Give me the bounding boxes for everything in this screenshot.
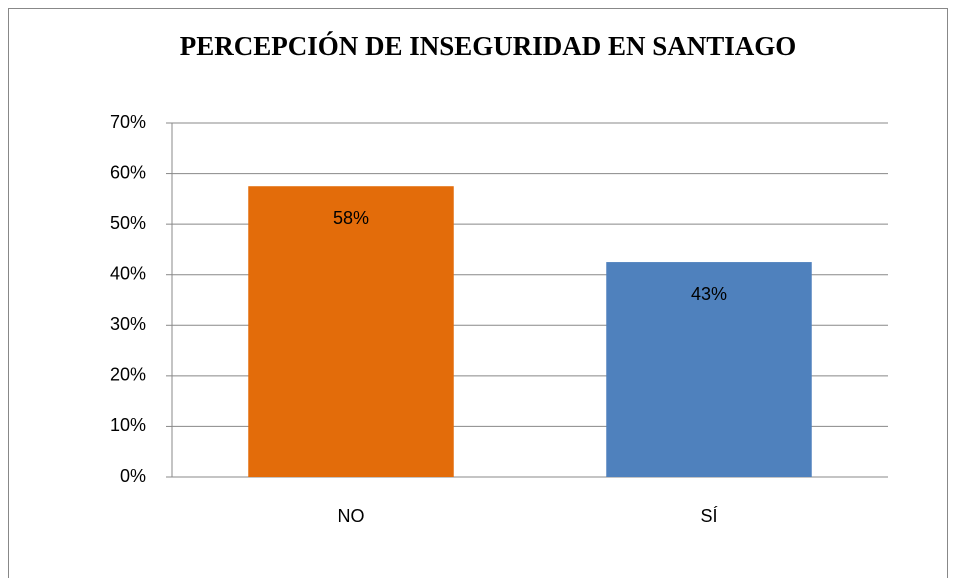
y-tick-label: 40% [110,263,146,283]
x-tick-label: SÍ [700,506,717,526]
y-tick-label: 60% [110,162,146,182]
data-label: 43% [691,284,727,304]
y-tick-label: 20% [110,365,146,385]
bar [248,186,454,477]
bar [606,262,812,477]
x-tick-label: NO [338,506,365,526]
y-tick-label: 0% [120,466,146,486]
chart-title: PERCEPCIÓN DE INSEGURIDAD EN SANTIAGO [180,31,797,61]
y-tick-label: 70% [110,112,146,132]
y-tick-label: 50% [110,213,146,233]
y-tick-label: 30% [110,314,146,334]
y-tick-label: 10% [110,415,146,435]
data-label: 58% [333,208,369,228]
